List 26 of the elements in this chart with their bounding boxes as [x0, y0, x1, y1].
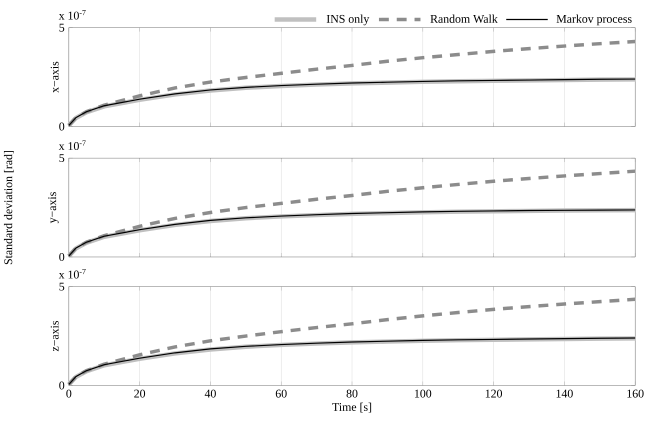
- x-axis-title: Time [s]: [332, 402, 372, 413]
- text: Standard deviation [rad]: [4, 151, 14, 264]
- y-tick-label: 0: [59, 122, 64, 131]
- x-tick-label: 40: [204, 390, 216, 398]
- text: x 10$^{-7}$: [58, 10, 86, 20]
- y-axis-title: z−axis: [50, 321, 59, 352]
- y-tick-label: 5: [59, 282, 64, 291]
- x-tick-label: 160: [627, 390, 644, 398]
- text: x 10$^{-7}$: [58, 269, 86, 279]
- y-axis-title: y−axis: [48, 192, 59, 224]
- x-tick-label: 20: [134, 390, 146, 398]
- y-tick-label: 5: [59, 154, 64, 162]
- legend-label: INS only: [326, 14, 370, 26]
- x-tick-label: 0: [66, 390, 72, 398]
- x-tick-label: 60: [276, 390, 287, 398]
- y-tick-label: 5: [59, 24, 64, 32]
- x-tick-label: 120: [486, 390, 502, 398]
- y-axis-title: x−axis: [50, 62, 59, 93]
- text: x 10$^{-7}$: [58, 140, 86, 150]
- y-tick-label: 0: [59, 253, 64, 262]
- legend-label: Random Walk: [430, 14, 498, 23]
- x-tick-label: 80: [346, 390, 358, 398]
- x-tick-label: 100: [414, 390, 432, 398]
- legend-label: Markov process: [556, 14, 632, 26]
- y-tick-label: 0: [59, 382, 64, 390]
- x-tick-label: 140: [556, 390, 573, 398]
